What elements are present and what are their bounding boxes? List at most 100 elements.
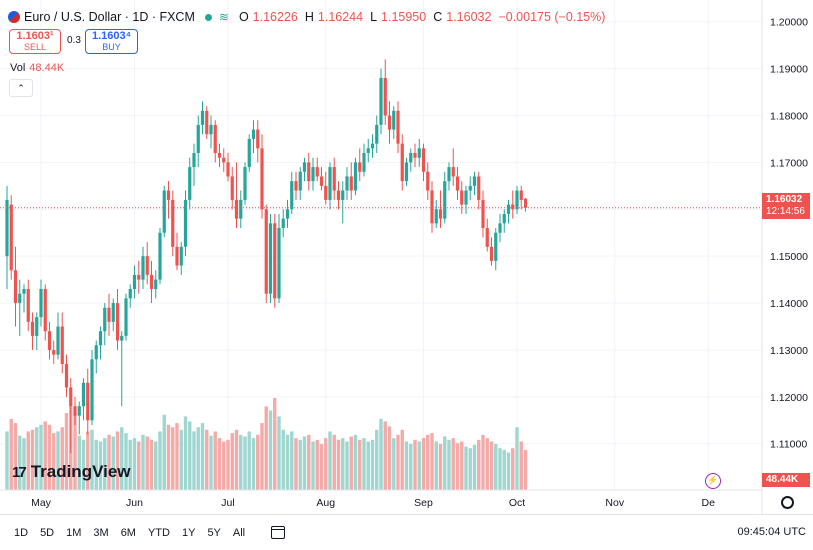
volume-bar xyxy=(260,423,264,490)
candle-body xyxy=(226,162,230,177)
volume-bar xyxy=(328,431,332,490)
volume-bar xyxy=(132,438,137,490)
candle-body xyxy=(494,232,498,261)
candle-body xyxy=(455,176,460,191)
candle-body xyxy=(409,153,413,163)
candle-body xyxy=(362,153,366,172)
sell-button[interactable]: 1.1603¹ SELL xyxy=(9,29,61,54)
volume-bar xyxy=(200,423,205,490)
sell-price: 1.1603¹ xyxy=(16,30,54,42)
volume-bar xyxy=(81,439,86,490)
volume-bar xyxy=(349,436,353,490)
gear-icon[interactable] xyxy=(781,496,794,509)
candle-body xyxy=(171,199,175,247)
candle-body xyxy=(375,124,379,144)
symbol-title[interactable]: Euro / U.S. Dollar · 1D · FXCM xyxy=(24,10,195,24)
timeframe-6m[interactable]: 6M xyxy=(120,526,136,539)
volume-legend[interactable]: Vol 48.44K xyxy=(10,62,64,74)
candle-body xyxy=(213,124,217,154)
candle-body xyxy=(149,274,154,289)
volume-bar xyxy=(171,427,175,490)
volume-bar xyxy=(336,439,341,490)
candle-body xyxy=(370,143,375,149)
volume-bar xyxy=(192,431,196,490)
calendar-icon[interactable] xyxy=(271,526,286,539)
volume-bar xyxy=(5,431,9,490)
candle-body xyxy=(443,181,447,219)
timeframe-5y[interactable]: 5Y xyxy=(207,526,221,539)
volume-bar xyxy=(149,439,154,490)
timeframe-5d[interactable]: 5D xyxy=(40,526,55,539)
candle-body xyxy=(332,167,336,191)
candle-body xyxy=(264,209,268,294)
candle-body xyxy=(396,110,400,144)
time-tick-label: May xyxy=(31,497,52,509)
volume-bar xyxy=(60,427,64,490)
candle-body xyxy=(298,171,302,191)
candle-body xyxy=(90,359,94,421)
volume-bar xyxy=(477,439,481,490)
candle-body xyxy=(13,270,18,304)
volume-bar xyxy=(455,443,460,490)
candle-body xyxy=(273,223,277,299)
volume-bar xyxy=(115,431,120,490)
volume-bar xyxy=(196,427,200,490)
volume-bar xyxy=(375,429,379,490)
volume-bar xyxy=(226,439,230,490)
volume-bar xyxy=(426,434,430,490)
volume-bar xyxy=(124,433,128,490)
timeframe-all[interactable]: All xyxy=(232,526,246,539)
volume-bar xyxy=(383,421,387,490)
wave-icon[interactable]: ≋ xyxy=(218,10,229,24)
utc-clock[interactable]: 09:45:04 UTC xyxy=(737,526,806,538)
volume-bar xyxy=(294,438,298,490)
candle-body xyxy=(158,232,162,280)
candle-body xyxy=(366,148,370,154)
volume-bar xyxy=(120,427,124,490)
lightning-icon[interactable]: ⚡ xyxy=(705,473,721,489)
timeframe-1d[interactable]: 1D xyxy=(14,526,29,539)
volume-bar xyxy=(183,416,188,490)
volume-bar xyxy=(111,436,115,490)
tradingview-logo[interactable]: 17 TradingView xyxy=(12,462,131,482)
candle-body xyxy=(162,190,166,233)
market-open-icon xyxy=(204,13,212,21)
time-tick-label: Jul xyxy=(221,497,234,509)
timeframe-1m[interactable]: 1M xyxy=(66,526,82,539)
price-tick-label: 1.13000 xyxy=(770,345,808,357)
candle-body xyxy=(392,110,396,130)
candle-body xyxy=(73,406,77,416)
timeframe-1y[interactable]: 1Y xyxy=(181,526,196,539)
volume-bar xyxy=(264,406,268,490)
candle-body xyxy=(154,279,158,289)
volume-bar xyxy=(515,427,519,490)
low-value: 1.15950 xyxy=(381,10,427,24)
candle-body xyxy=(5,199,9,257)
buy-price: 1.1603⁴ xyxy=(91,30,132,42)
symbol-legend[interactable]: Euro / U.S. Dollar · 1D · FXCM ≋ O 1.162… xyxy=(8,7,608,27)
timeframe-3m[interactable]: 3M xyxy=(93,526,109,539)
volume-bar xyxy=(251,438,256,490)
candle-body xyxy=(400,143,404,182)
high-label: H xyxy=(304,10,314,24)
candle-body xyxy=(349,176,353,191)
volume-bar xyxy=(154,441,158,490)
volume-bar xyxy=(268,410,273,490)
candle-body xyxy=(426,171,430,191)
flag-icon xyxy=(8,11,20,23)
time-tick-label: De xyxy=(702,497,716,509)
candle-body xyxy=(111,303,115,322)
logo-mark: 17 xyxy=(12,463,27,481)
bottom-toolbar: 1D 5D 1M 3M 6M YTD 1Y 5Y All 09:45:04 UT… xyxy=(0,514,813,550)
collapse-legend-button[interactable]: ⌃ xyxy=(9,79,33,97)
buy-button[interactable]: 1.1603⁴ BUY xyxy=(85,29,138,54)
time-tick-label: Nov xyxy=(605,497,624,509)
candle-body xyxy=(9,204,13,271)
timeframe-ytd[interactable]: YTD xyxy=(147,526,170,539)
volume-bar xyxy=(494,444,498,490)
candle-body xyxy=(281,218,285,229)
candle-body xyxy=(30,321,35,336)
volume-bar xyxy=(18,435,22,490)
price-chart[interactable]: 1.200001.190001.180001.170001.160001.150… xyxy=(0,0,813,514)
volume-bar xyxy=(52,433,56,490)
